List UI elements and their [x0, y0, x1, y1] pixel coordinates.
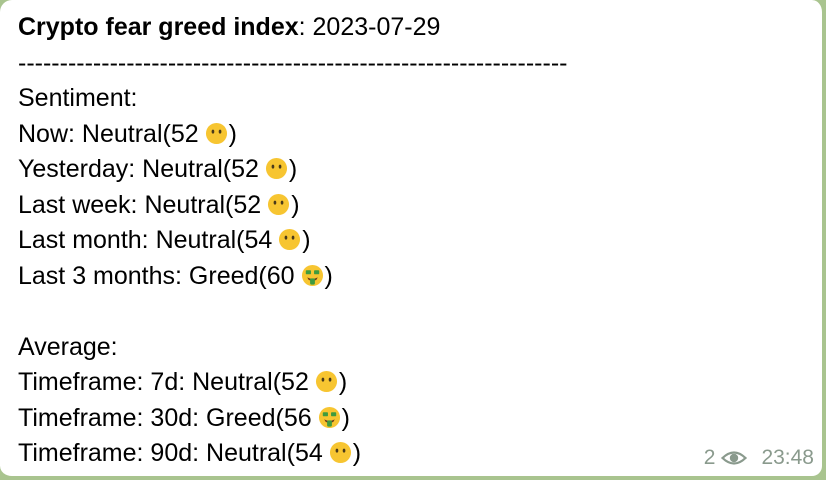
neutral-face-emoji: [329, 442, 351, 464]
view-count: 2: [703, 446, 716, 469]
sentiment-row-last-3-months: Last 3 months: Greed(60 ): [18, 259, 812, 295]
average-row-close: ): [352, 439, 362, 467]
message-time: 23:48: [761, 446, 814, 469]
money-mouth-face-emoji: [301, 264, 323, 286]
message-title-date: : 2023-07-29: [298, 13, 441, 41]
sentiment-row-close: ): [288, 155, 298, 183]
average-row-text: Timeframe: 30d: Greed(56: [18, 403, 312, 432]
average-row-close: ): [341, 403, 350, 432]
message-text: Crypto fear greed index : 2023-07-29 ---…: [18, 10, 812, 472]
average-row-text: Timeframe: 7d: Neutral(52: [18, 368, 309, 396]
message-title: Crypto fear greed index : 2023-07-29: [18, 10, 812, 46]
sentiment-row-now: Now: Neutral(52 ): [18, 117, 812, 153]
average-row-text: Timeframe: 90d: Neutral(54: [18, 439, 323, 467]
neutral-face-emoji: [265, 158, 287, 180]
sentiment-row-yesterday: Yesterday: Neutral(52 ): [18, 152, 812, 188]
sentiment-row-text: Last week: Neutral(52: [18, 190, 262, 219]
sentiment-row-close: ): [302, 226, 311, 254]
blank-line: [18, 294, 812, 330]
sentiment-heading: Sentiment:: [18, 84, 138, 112]
average-row-30d: Timeframe: 30d: Greed(56 ): [18, 401, 812, 437]
sentiment-row-close: ): [324, 261, 333, 290]
sentiment-row-text: Yesterday: Neutral(52: [18, 155, 259, 183]
neutral-face-emoji: [315, 371, 337, 393]
sentiment-row-text: Last 3 months: Greed(60: [18, 261, 295, 290]
sentiment-row-last-week: Last week: Neutral(52 ): [18, 188, 812, 224]
sentiment-row-text: Last month: Neutral(54: [18, 226, 273, 254]
sentiment-row-last-month: Last month: Neutral(54 ): [18, 223, 812, 259]
average-row-7d: Timeframe: 7d: Neutral(52 ): [18, 365, 812, 401]
sentiment-row-close: ): [228, 119, 237, 148]
neutral-face-emoji: [205, 122, 227, 144]
money-mouth-face-emoji: [318, 406, 340, 428]
neutral-face-emoji: [268, 193, 290, 215]
neutral-face-emoji: [279, 229, 301, 251]
eye-icon: [721, 451, 748, 465]
sentiment-row-close: ): [291, 190, 300, 219]
message-title-bold: Crypto fear greed index: [18, 13, 299, 41]
average-heading: Average:: [18, 332, 118, 361]
average-row-close: ): [338, 368, 348, 396]
sentiment-row-text: Now: Neutral(52: [18, 119, 199, 148]
divider-text: ----------------------------------------…: [18, 48, 568, 77]
average-row-90d: Timeframe: 90d: Neutral(54 ): [18, 436, 812, 472]
message-meta: 2 23:48: [704, 446, 814, 470]
